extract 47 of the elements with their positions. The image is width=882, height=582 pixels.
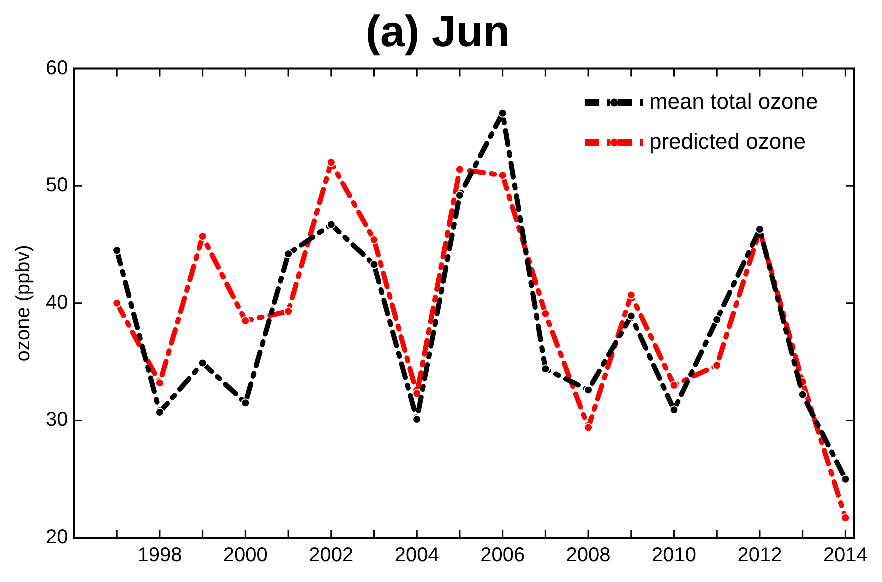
y-tick-label: 60 — [46, 57, 68, 80]
point — [326, 220, 336, 230]
x-tick-label: 2006 — [480, 544, 526, 567]
point — [541, 309, 550, 318]
point — [626, 312, 636, 321]
x-tick-label: 2012 — [738, 544, 782, 567]
point — [841, 474, 850, 484]
x-tick-label: 2014 — [823, 544, 868, 567]
y-tick-label: 20 — [46, 526, 68, 549]
point — [241, 316, 250, 326]
point — [198, 232, 208, 242]
x-tick-label: 2008 — [566, 544, 611, 567]
x-tick-label: 2004 — [394, 544, 440, 567]
point — [712, 315, 722, 324]
point — [112, 298, 122, 308]
point — [370, 260, 379, 270]
y-tick-label: 30 — [46, 409, 68, 432]
point — [412, 389, 422, 398]
x-tick-label: 2000 — [223, 544, 268, 567]
point — [455, 165, 464, 174]
point — [541, 364, 550, 374]
y-tick-label: 40 — [46, 292, 68, 314]
point — [155, 378, 164, 388]
point — [284, 250, 294, 259]
point — [241, 398, 250, 408]
point — [370, 236, 379, 245]
point — [584, 423, 594, 432]
y-axis-title: ozone (ppbv) — [12, 245, 35, 362]
point — [198, 358, 208, 368]
point — [712, 361, 722, 370]
point — [498, 108, 508, 118]
x-tick-label: 1998 — [138, 544, 182, 567]
point — [670, 406, 679, 415]
point — [498, 171, 508, 180]
legend-label: predicted ozone — [649, 128, 806, 154]
y-tick-label: 50 — [46, 174, 68, 197]
point — [455, 190, 464, 200]
point — [326, 158, 336, 168]
point — [626, 290, 636, 300]
point — [798, 390, 808, 400]
x-tick-label: 2010 — [652, 544, 697, 567]
x-tick-label: 2002 — [309, 544, 354, 567]
chart-title: (a) Jun — [366, 8, 510, 57]
point — [584, 386, 594, 395]
point — [284, 307, 294, 316]
point — [112, 246, 122, 256]
legend-label: mean total ozone — [649, 88, 818, 114]
